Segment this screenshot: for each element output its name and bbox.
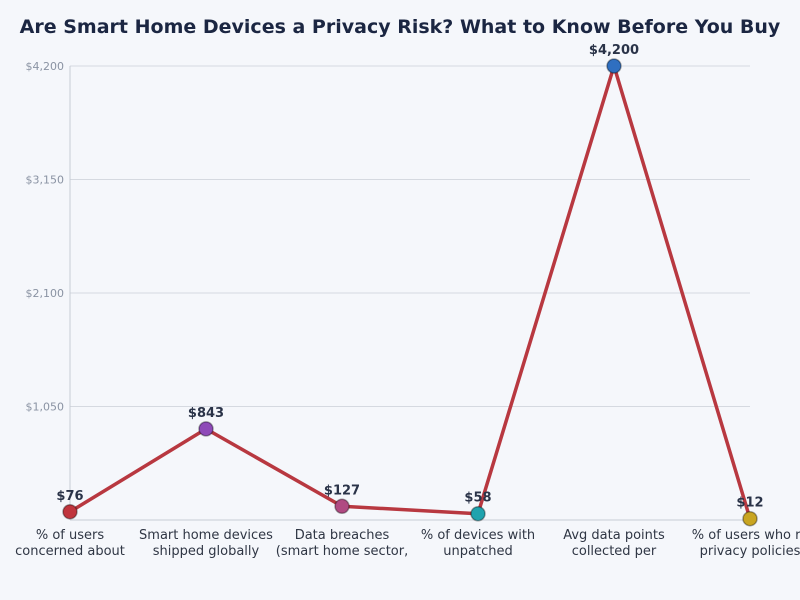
y-tick-label: $1,050 [26,401,65,414]
y-tick-label: $3,150 [26,174,65,187]
x-tick-label: shipped globally [153,544,260,559]
data-point [198,421,214,437]
x-tick-label: (smart home sector, [276,544,408,559]
data-label: $4,200 [589,43,639,58]
data-label: $127 [324,483,360,498]
x-tick-label: % of devices with [421,528,535,543]
x-tick-label: concerned about [15,544,125,559]
data-point [62,504,78,520]
x-tick-label: % of users [36,528,105,543]
series-line [69,64,752,520]
x-tick-label: % of users who re [692,528,800,543]
data-point [742,510,758,527]
x-tick-label: Data breaches [295,528,390,543]
data-point [334,498,350,515]
data-label: $58 [464,491,491,506]
chart-title: Are Smart Home Devices a Privacy Risk? W… [19,16,781,38]
x-tick-label: Smart home devices [139,528,273,543]
data-label: $76 [56,489,83,504]
data-label: $843 [188,406,224,421]
x-tick-label: unpatched [443,544,512,559]
x-tick-label: collected per [572,544,657,559]
x-tick-label: privacy policies [700,544,800,559]
data-point [606,58,622,74]
data-point [470,505,486,522]
data-label: $12 [736,496,763,511]
x-tick-label: Avg data points [563,528,665,543]
y-tick-label: $4,200 [26,60,65,73]
y-tick-label: $2,100 [26,287,65,300]
